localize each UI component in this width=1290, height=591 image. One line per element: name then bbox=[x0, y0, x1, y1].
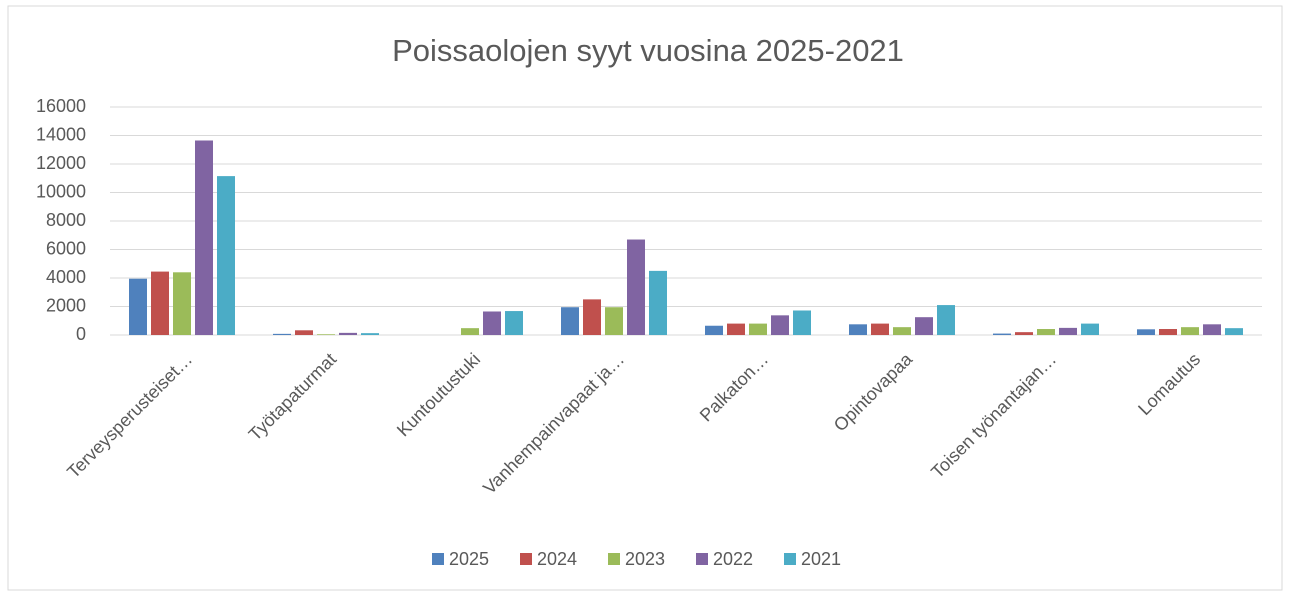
bar bbox=[1059, 327, 1077, 335]
bar bbox=[1015, 332, 1033, 335]
bar bbox=[1137, 329, 1155, 335]
bar bbox=[583, 299, 601, 335]
bar bbox=[361, 333, 379, 335]
legend-swatch bbox=[608, 553, 620, 565]
bar bbox=[505, 311, 523, 335]
bar bbox=[1081, 323, 1099, 335]
y-tick-label: 0 bbox=[76, 324, 86, 344]
bar bbox=[317, 334, 335, 335]
y-tick-label: 8000 bbox=[46, 210, 86, 230]
legend-label: 2023 bbox=[625, 549, 665, 569]
bar bbox=[217, 176, 235, 335]
y-tick-label: 10000 bbox=[36, 181, 86, 201]
bar bbox=[295, 330, 313, 335]
bar bbox=[649, 270, 667, 335]
legend-label: 2022 bbox=[713, 549, 753, 569]
bar bbox=[129, 278, 147, 335]
bar bbox=[893, 327, 911, 335]
y-tick-label: 6000 bbox=[46, 238, 86, 258]
bar bbox=[1181, 327, 1199, 335]
bar bbox=[483, 311, 501, 335]
bar bbox=[771, 315, 789, 335]
bar bbox=[705, 325, 723, 335]
bar bbox=[849, 324, 867, 335]
bar bbox=[195, 140, 213, 335]
y-tick-label: 12000 bbox=[36, 153, 86, 173]
bar bbox=[871, 323, 889, 335]
chart-title: Poissaolojen syyt vuosina 2025-2021 bbox=[392, 33, 904, 68]
bar bbox=[605, 307, 623, 335]
bar bbox=[937, 305, 955, 335]
y-tick-label: 4000 bbox=[46, 267, 86, 287]
y-tick-label: 2000 bbox=[46, 295, 86, 315]
bar bbox=[1225, 328, 1243, 335]
bar bbox=[561, 307, 579, 335]
bar bbox=[749, 323, 767, 335]
bar bbox=[1203, 324, 1221, 335]
bar bbox=[793, 310, 811, 335]
bar bbox=[915, 317, 933, 335]
legend-swatch bbox=[784, 553, 796, 565]
bar bbox=[1037, 329, 1055, 335]
bar bbox=[339, 332, 357, 335]
legend-label: 2024 bbox=[537, 549, 577, 569]
bar bbox=[173, 272, 191, 335]
legend-swatch bbox=[696, 553, 708, 565]
bar bbox=[993, 333, 1011, 335]
bar bbox=[1159, 329, 1177, 335]
bar bbox=[627, 239, 645, 335]
y-tick-label: 16000 bbox=[36, 96, 86, 116]
legend-label: 2021 bbox=[801, 549, 841, 569]
legend-label: 2025 bbox=[449, 549, 489, 569]
bar bbox=[151, 271, 169, 335]
bar bbox=[273, 333, 291, 335]
legend-swatch bbox=[520, 553, 532, 565]
legend-swatch bbox=[432, 553, 444, 565]
bar bbox=[461, 328, 479, 335]
bar bbox=[727, 323, 745, 335]
y-tick-label: 14000 bbox=[36, 124, 86, 144]
